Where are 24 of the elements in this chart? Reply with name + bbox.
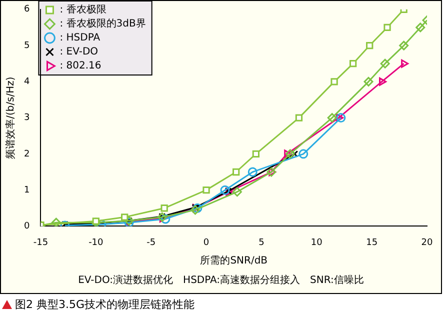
x-tick-label: -10 xyxy=(88,238,104,248)
y-tick-label: 4 xyxy=(24,77,30,88)
y-tick-label: 2 xyxy=(24,149,30,160)
x-tick-label: 20 xyxy=(421,238,433,248)
legend-label: : 香农极限的3dB界 xyxy=(60,18,146,30)
legend-label: : HSDPA xyxy=(60,32,100,44)
y-tick-label: 5 xyxy=(24,40,30,51)
caption: 图2 典型3.5G技术的物理层链路性能 xyxy=(15,297,195,312)
x-tick-label: 5 xyxy=(258,238,264,248)
y-axis-title: 频谱效率/(b/s/Hz) xyxy=(4,76,17,159)
text: EV-DO:演进数据优化 HSDPA:高速数据分组接入 SNR:信噪比 xyxy=(77,274,365,288)
x-tick-label: 10 xyxy=(310,238,323,248)
x-axis-title: 所需的SNR/dB xyxy=(200,254,268,267)
legend-label: : 香农极限 xyxy=(60,4,106,16)
x-tick-label: 15 xyxy=(366,238,378,248)
y-tick-label: 6 xyxy=(24,4,30,15)
x-tick-label: -15 xyxy=(33,238,48,248)
y-tick-label: 1 xyxy=(24,185,30,196)
legend-label: : 802.16 xyxy=(60,60,102,72)
legend-label: : EV-DO xyxy=(60,46,98,58)
y-tick-label: 0 xyxy=(24,222,30,232)
x-tick-label: -5 xyxy=(146,238,156,248)
y-tick-label: 3 xyxy=(24,113,30,124)
x-tick-label: 0 xyxy=(203,238,210,248)
